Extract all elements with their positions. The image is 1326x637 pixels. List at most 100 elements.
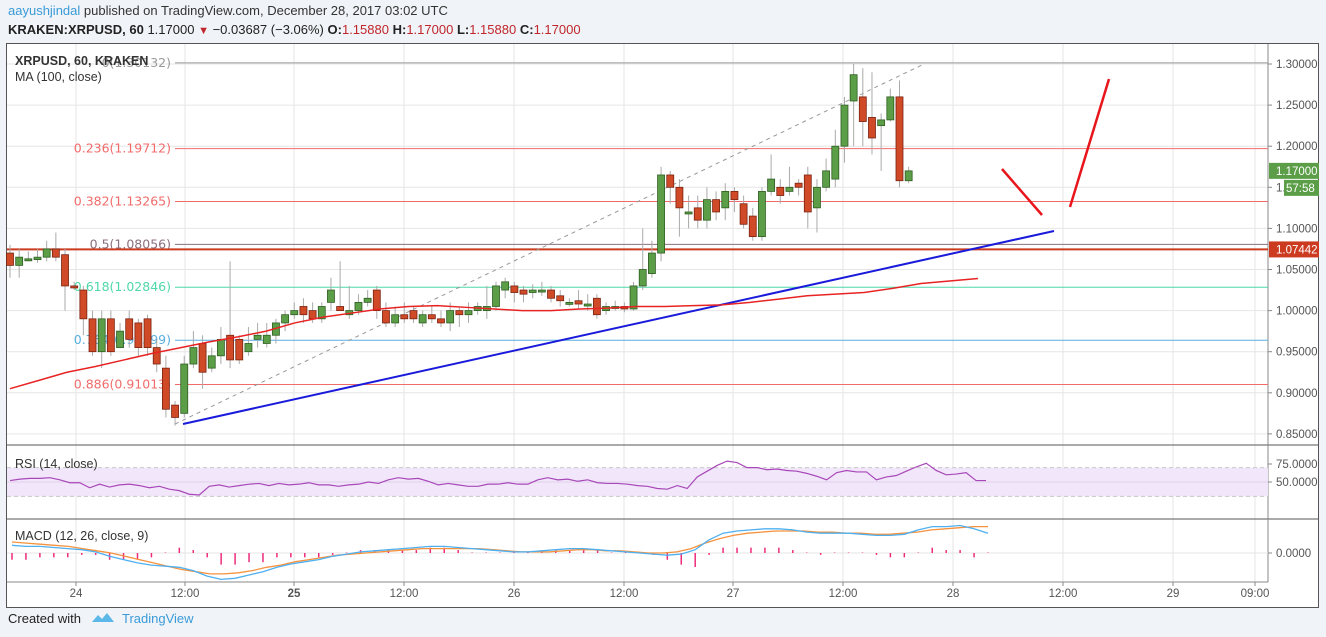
candle-up: [262, 334, 271, 344]
time-tick-label: 12:00: [829, 588, 858, 600]
down-triangle-icon: ▼: [198, 25, 209, 37]
candle-down: [868, 117, 876, 139]
candle-down: [693, 207, 702, 221]
candlesticks: [6, 64, 913, 426]
last-price: 1.17000: [147, 22, 195, 37]
fib-label: 0.5(1.08056): [90, 236, 171, 251]
candle-down: [895, 96, 904, 182]
author-link[interactable]: aayushjindal: [8, 3, 81, 18]
candle-down: [79, 289, 88, 320]
candle-down: [198, 343, 207, 373]
candle-down: [712, 199, 720, 213]
rsi-tick-label: 50.0000: [1276, 477, 1318, 489]
footer: Created with TradingView: [8, 611, 194, 628]
time-tick-label: 12:00: [1049, 588, 1078, 600]
fib-label: 0.382(1.13265): [74, 194, 171, 209]
candle-up: [33, 256, 42, 261]
price-tick-label: 1.00000: [1276, 306, 1318, 318]
legend-macd[interactable]: MACD (12, 26, close, 9): [15, 529, 148, 543]
candle-down: [748, 215, 757, 238]
countdown-label: 57:58: [1286, 183, 1315, 195]
candle-up: [180, 363, 189, 414]
drawings[interactable]: [182, 78, 1111, 425]
candle-up: [217, 338, 225, 357]
time-tick-label: 12:00: [171, 588, 200, 600]
candle-up: [657, 174, 665, 254]
tradingview-link[interactable]: TradingView: [122, 611, 194, 626]
price-tick-label: 1.20000: [1276, 141, 1318, 153]
candle-down: [308, 310, 317, 320]
candle-down: [730, 191, 739, 201]
macd-tick-label: 0.0000: [1276, 548, 1311, 560]
candle-down: [152, 347, 161, 365]
legend-ma[interactable]: MA (100, close): [15, 70, 102, 84]
candle-up: [24, 258, 33, 262]
support-label: 1.07442: [1276, 244, 1318, 256]
candle-down: [336, 306, 345, 311]
candle-up: [327, 289, 335, 303]
candle-up: [822, 170, 831, 188]
candle-up: [446, 310, 455, 324]
candle-down: [226, 334, 234, 361]
candle-up: [840, 104, 849, 147]
legend-rsi[interactable]: RSI (14, close): [15, 457, 98, 471]
candle-down: [776, 186, 785, 196]
candle-down: [235, 338, 244, 361]
rsi-tick-label: 75.0000: [1276, 459, 1318, 471]
fibonacci-retracement[interactable]: 0(1.30132) 0.236(1.19712) 0.382(1.13265) 0.…: [7, 55, 1268, 425]
candle-down: [161, 367, 170, 410]
candle-down: [382, 310, 390, 324]
candle-up: [703, 199, 711, 221]
candle-down: [171, 404, 179, 418]
time-tick-label: 12:00: [610, 588, 639, 600]
ma-line: [9, 277, 979, 390]
fib-label: 0.618(1.02846): [74, 279, 171, 294]
candle-up: [363, 297, 372, 303]
support-badge: [1269, 241, 1319, 258]
chart-frame[interactable]: [6, 43, 1319, 608]
candle-down: [510, 285, 519, 293]
axes[interactable]: 1.300001.250001.200001.150001.100001.050…: [70, 59, 1319, 600]
open-label: O:: [327, 22, 342, 37]
candle-up: [638, 269, 647, 287]
candle-up: [629, 285, 638, 310]
candle-up: [684, 211, 693, 215]
time-tick-label: 24: [70, 588, 83, 600]
candle-down: [455, 310, 464, 316]
trendline: [182, 230, 1055, 425]
candle-down: [675, 186, 684, 209]
candle-up: [831, 145, 840, 180]
candle-down: [437, 318, 445, 324]
candle-up: [418, 314, 427, 324]
candle-up: [886, 96, 895, 121]
time-tick-label: 28: [947, 588, 960, 600]
candle-up: [758, 191, 766, 238]
candle-up: [528, 289, 537, 293]
candle-up: [391, 314, 400, 324]
candle-up: [97, 318, 106, 353]
candle-down: [143, 318, 152, 348]
candle-down: [409, 310, 418, 320]
candle-down: [592, 297, 601, 316]
symbol-label: KRAKEN:XRPUSD, 60: [8, 22, 144, 37]
price-tick-label: 0.85000: [1276, 429, 1318, 441]
candle-up: [721, 191, 730, 209]
fib-trend-dashed: [174, 63, 925, 425]
published-text: published on TradingView.com, December 2…: [80, 3, 448, 18]
candle-down: [556, 295, 565, 302]
candle-down: [70, 285, 79, 289]
fib-label: 0.236(1.19712): [74, 141, 171, 156]
tradingview-logo-icon: [91, 611, 115, 628]
candle-up: [189, 347, 198, 365]
candle-up: [767, 178, 776, 192]
high-value: 1.17000: [406, 22, 454, 37]
last-price-badge: [1269, 162, 1319, 179]
rsi-band: [7, 467, 1268, 497]
candle-up: [253, 334, 262, 340]
candle-up: [904, 170, 913, 182]
candle-up: [207, 355, 216, 369]
candle-up: [116, 330, 124, 348]
price-tick-label: 1.05000: [1276, 265, 1318, 277]
candle-up: [15, 256, 24, 266]
